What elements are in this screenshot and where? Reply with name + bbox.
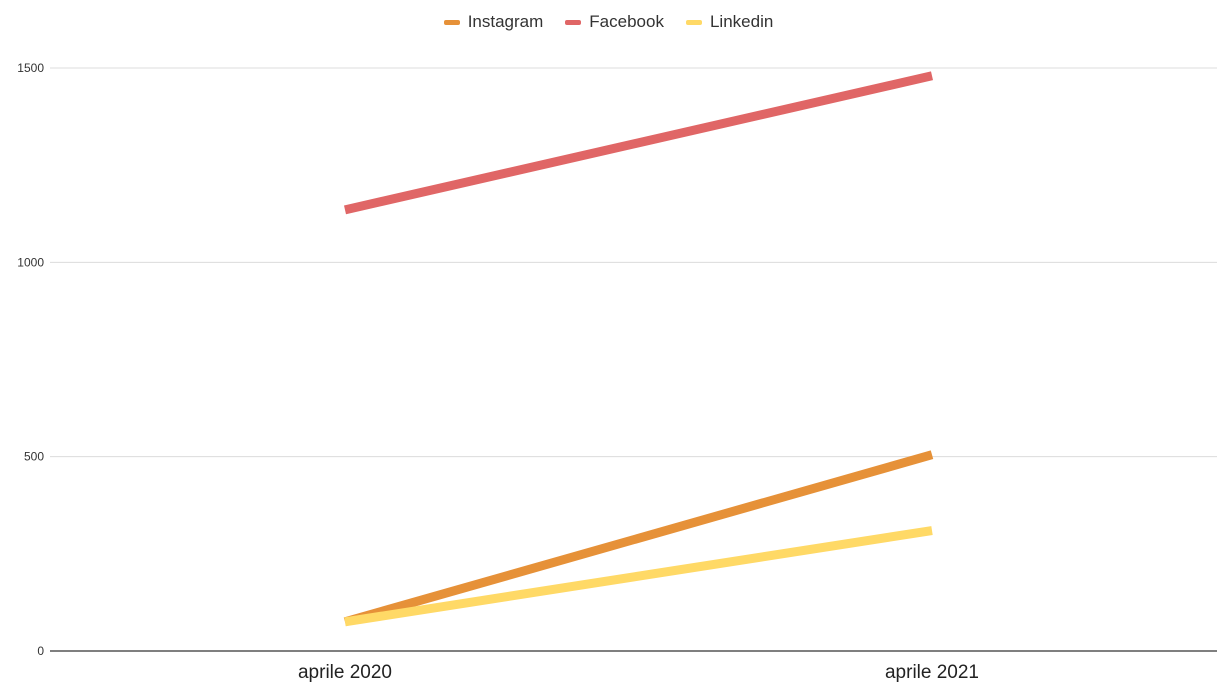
legend-item-instagram[interactable]: Instagram (443, 12, 544, 32)
legend-swatch-linkedin (685, 19, 702, 25)
y-tick-label: 1000 (17, 255, 44, 269)
series-line-facebook[interactable] (343, 71, 934, 215)
legend-item-facebook[interactable]: Facebook (565, 12, 664, 32)
legend-label-facebook: Facebook (589, 12, 664, 31)
y-tick-label: 1500 (17, 61, 44, 75)
y-tick-label: 0 (37, 644, 44, 658)
legend: Instagram Facebook Linkedin (0, 12, 1217, 32)
legend-swatch-instagram (443, 19, 460, 25)
legend-label-linkedin: Linkedin (709, 12, 774, 31)
y-tick-label: 500 (24, 450, 44, 464)
series-line-linkedin[interactable] (344, 526, 933, 627)
legend-swatch-facebook (565, 19, 582, 25)
legend-item-linkedin[interactable]: Linkedin (685, 12, 774, 32)
x-tick-label: aprile 2021 (885, 662, 979, 683)
x-tick-label: aprile 2020 (298, 662, 392, 683)
legend-label-instagram: Instagram (467, 12, 544, 31)
series-line-instagram[interactable] (343, 450, 934, 627)
